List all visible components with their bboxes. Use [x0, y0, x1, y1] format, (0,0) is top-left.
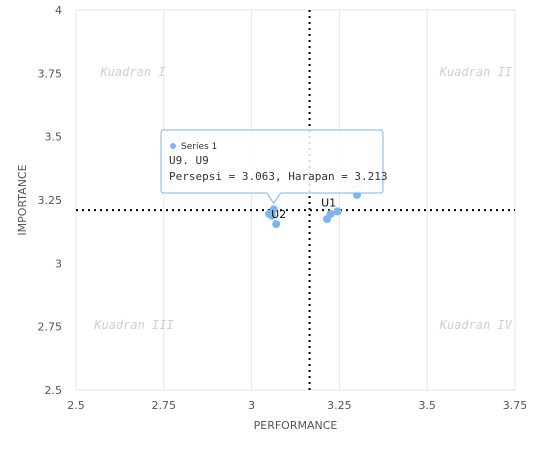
- tooltip-series-name: Series 1: [181, 142, 217, 152]
- quadrant-label: Kuadran III: [93, 318, 173, 332]
- data-point: [323, 215, 332, 223]
- tooltip-title: U9. U9: [169, 154, 209, 167]
- tooltip-box: [160, 129, 384, 205]
- tooltip-series-marker: [170, 143, 176, 149]
- data-point: [267, 211, 276, 220]
- x-tick-label: 3.25: [327, 399, 352, 412]
- y-tick-label: 3: [55, 257, 62, 270]
- x-tick-label: 3.5: [418, 399, 436, 412]
- x-tick-label: 3.75: [503, 399, 528, 412]
- tooltip-values: Persepsi = 3.063, Harapan = 3.213: [169, 170, 388, 183]
- data-label: U1: [321, 196, 336, 209]
- quadrant-label: Kuadran IV: [439, 318, 513, 332]
- y-axis-title: IMPORTANCE: [16, 164, 29, 235]
- y-tick-label: 4: [55, 4, 62, 17]
- y-tick-label: 3.75: [38, 67, 63, 80]
- y-tick-label: 2.75: [38, 321, 63, 334]
- y-tick-label: 3.25: [38, 194, 63, 207]
- data-point: [272, 220, 281, 229]
- x-tick-label: 2.5: [67, 399, 85, 412]
- x-tick-label: 2.75: [152, 399, 177, 412]
- data-point: [333, 207, 342, 216]
- y-tick-label: 2.5: [45, 384, 63, 397]
- x-axis-title: PERFORMANCE: [254, 419, 338, 432]
- x-tick-label: 3: [248, 399, 255, 412]
- data-label: U2: [271, 208, 286, 221]
- quadrant-label: Kuadran I: [99, 65, 165, 79]
- data-point: [269, 205, 278, 214]
- quadrant-label: Kuadran II: [439, 65, 512, 79]
- y-tick-label: 3.5: [45, 131, 63, 144]
